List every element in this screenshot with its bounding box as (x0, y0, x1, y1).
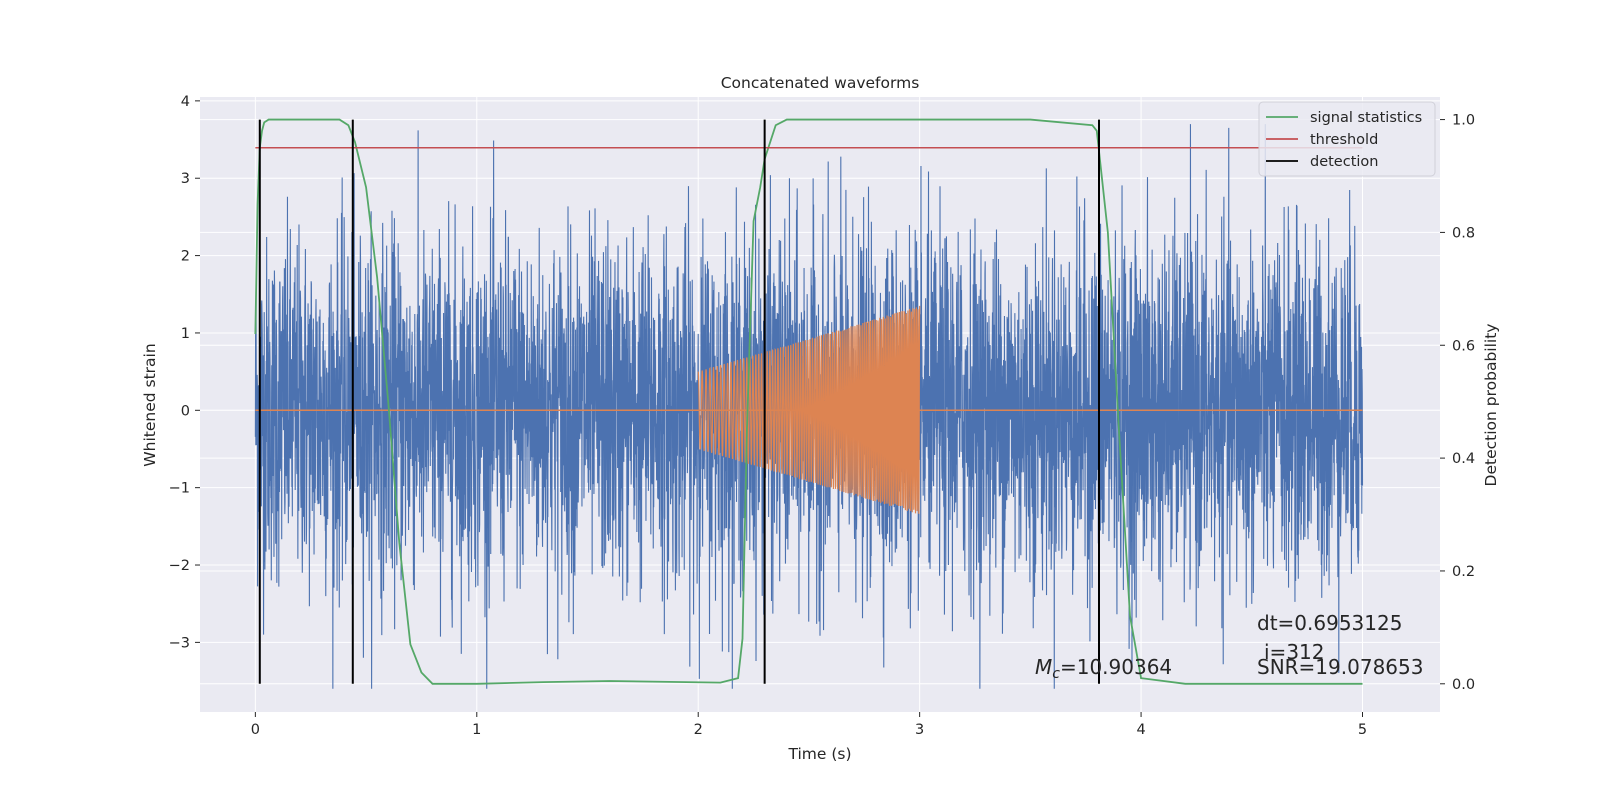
y2-tick-label-1: 0.2 (1452, 564, 1475, 580)
annotation-snr: SNR=19.078653 (1257, 655, 1423, 679)
y-tick-label-4: 1 (181, 326, 190, 342)
y2-tick-label-3: 0.6 (1452, 338, 1475, 354)
probability-layer (254, 118, 1363, 685)
strain-layer (254, 124, 1364, 689)
x-tick-label-0: 0 (251, 722, 260, 738)
y2-tick-label-4: 0.8 (1452, 225, 1475, 241)
legend-label-threshold: threshold (1310, 132, 1378, 148)
x-tick-label-4: 4 (1136, 722, 1145, 738)
x-tick-label-1: 1 (472, 722, 481, 738)
annotation-dt: dt=0.6953125 (1257, 611, 1402, 635)
y-axis-label: Whitened strain (141, 343, 159, 466)
x-axis-label: Time (s) (787, 745, 851, 763)
y-tick-label-1: −2 (169, 558, 190, 574)
y-tick-label-3: 0 (181, 403, 190, 419)
y-tick-label-0: −3 (169, 635, 190, 651)
y-tick-label-6: 3 (181, 171, 190, 187)
template-chirp (697, 305, 921, 514)
x-tick-label-2: 2 (694, 722, 703, 738)
y2-tick-label-2: 0.4 (1452, 451, 1475, 467)
y-tick-label-2: −1 (169, 481, 190, 497)
ticks: 0 1 2 3 4 5 −3 −2 −1 0 1 2 3 4 0.0 0.2 0.4 0.6 0.8 1.0 (169, 94, 1475, 738)
y-tick-label-7: 4 (181, 94, 190, 110)
annotation-i: i=312 (1264, 640, 1325, 664)
legend-label-statistics: signal statistics (1310, 110, 1422, 126)
annotation-mc-symbol: M (1035, 655, 1052, 679)
annotation-mc: Mc=10.90364 (1035, 655, 1172, 682)
legend-label-detection: detection (1310, 154, 1378, 170)
y-tick-label-5: 2 (181, 249, 190, 265)
legend: signal statistics threshold detection (1258, 101, 1436, 177)
y2-tick-label-0: 0.0 (1452, 677, 1475, 693)
x-tick-label-3: 3 (915, 722, 924, 738)
annotation-mc-subscript: c (1052, 666, 1060, 682)
annotation-mc-value: =10.90364 (1060, 655, 1172, 679)
strain-line (254, 124, 1364, 689)
template-layer (255, 305, 1363, 514)
chart-title: Concatenated waveforms (721, 74, 920, 92)
x-tick-label-5: 5 (1358, 722, 1367, 738)
signal-statistics-line (254, 118, 1363, 685)
y2-axis-label: Detection probability (1482, 324, 1500, 487)
legend-box (1258, 101, 1436, 177)
y2-tick-label-5: 1.0 (1452, 113, 1475, 129)
